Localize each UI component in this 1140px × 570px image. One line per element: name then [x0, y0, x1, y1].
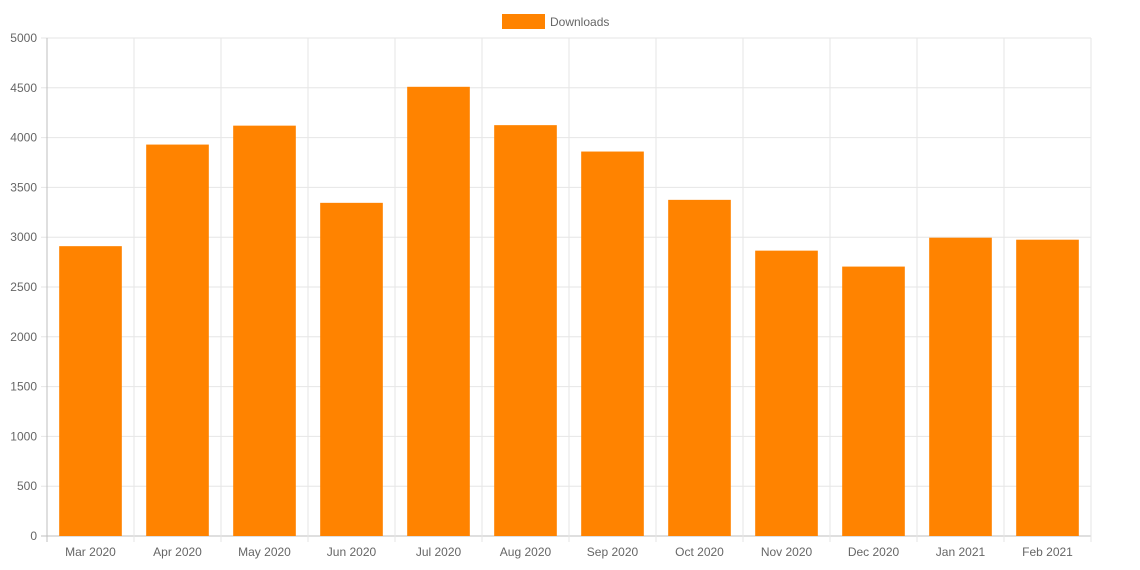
axes: 0 500 1000 1500 2000 2500 3000 3500 4000 4500 5000… [10, 31, 1073, 559]
bar-oct-2020[interactable] [668, 199, 731, 536]
x-tick-label: Mar 2020 [65, 545, 116, 559]
x-tick-label: Apr 2020 [153, 545, 202, 559]
bar-feb-2021[interactable] [1016, 239, 1079, 536]
grid [41, 37, 1092, 542]
x-tick-label: Oct 2020 [675, 545, 724, 559]
legend[interactable]: Downloads [502, 14, 609, 29]
bar-dec-2020[interactable] [842, 266, 905, 536]
bar-nov-2020[interactable] [755, 250, 818, 536]
y-tick-label: 1000 [10, 429, 37, 443]
bar-aug-2020[interactable] [494, 125, 557, 537]
bar-may-2020[interactable] [233, 125, 296, 536]
x-tick-label: Feb 2021 [1022, 545, 1073, 559]
y-tick-label: 2000 [10, 330, 37, 344]
x-tick-label: Jan 2021 [936, 545, 986, 559]
x-tick-label: Dec 2020 [848, 545, 900, 559]
x-tick-label: Aug 2020 [500, 545, 552, 559]
y-tick-label: 2500 [10, 280, 37, 294]
y-tick-label: 4000 [10, 131, 37, 145]
bar-mar-2020[interactable] [59, 246, 122, 536]
bar-sep-2020[interactable] [581, 151, 644, 536]
y-tick-label: 3500 [10, 180, 37, 194]
x-tick-label: Jul 2020 [416, 545, 462, 559]
y-tick-label: 3000 [10, 230, 37, 244]
bar-jul-2020[interactable] [407, 86, 470, 536]
bar-jan-2021[interactable] [929, 237, 992, 536]
bar-jun-2020[interactable] [320, 202, 383, 536]
bars [59, 86, 1079, 537]
y-tick-label: 5000 [10, 31, 37, 45]
x-tick-label: May 2020 [238, 545, 291, 559]
x-tick-label: Nov 2020 [761, 545, 813, 559]
y-tick-label: 500 [17, 479, 37, 493]
legend-swatch-downloads[interactable] [502, 14, 545, 29]
y-tick-label: 1500 [10, 380, 37, 394]
y-tick-label: 0 [30, 529, 37, 543]
x-tick-label: Jun 2020 [327, 545, 377, 559]
legend-label-downloads[interactable]: Downloads [550, 15, 609, 29]
x-tick-label: Sep 2020 [587, 545, 639, 559]
y-tick-label: 4500 [10, 81, 37, 95]
bar-apr-2020[interactable] [146, 144, 209, 536]
